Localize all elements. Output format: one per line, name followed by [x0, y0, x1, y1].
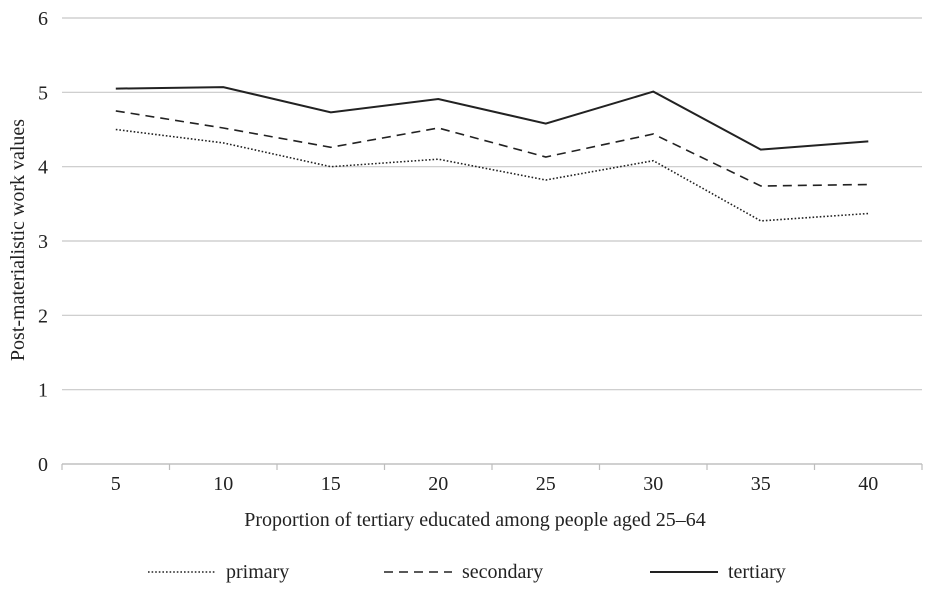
- legend-label-primary: primary: [226, 561, 289, 583]
- x-axis-title: Proportion of tertiary educated among pe…: [244, 509, 706, 531]
- y-tick-label: 0: [38, 454, 48, 476]
- x-tick-label: 35: [751, 473, 771, 495]
- y-tick-label: 3: [38, 231, 48, 253]
- x-tick-label: 5: [111, 473, 121, 495]
- series-line-primary: [115, 128, 869, 222]
- x-tick-label: 30: [643, 473, 663, 495]
- gridlines: [62, 17, 922, 465]
- y-tick-label: 1: [38, 380, 48, 402]
- y-tick-label: 5: [38, 82, 48, 104]
- y-tick-label: 2: [38, 305, 48, 327]
- legend-label-tertiary: tertiary: [728, 561, 786, 583]
- legend-label-secondary: secondary: [462, 561, 543, 583]
- y-tick-label: 4: [38, 157, 48, 179]
- x-tick-label: 25: [536, 473, 556, 495]
- x-tick-label: 15: [321, 473, 341, 495]
- x-axis: 5 10 15 20 25 30 35 40: [61, 463, 923, 495]
- series-lines: [115, 86, 869, 222]
- y-axis: 0 1 2 3 4 5 6: [38, 8, 48, 476]
- x-tick-label: 10: [213, 473, 233, 495]
- y-tick-label: 6: [38, 8, 48, 30]
- series-line-secondary: [115, 110, 869, 187]
- x-tick-label: 20: [428, 473, 448, 495]
- y-axis-title: Post-materialistic work values: [7, 119, 29, 361]
- legend: primary secondary tertiary: [148, 561, 786, 583]
- series-line-tertiary: [115, 86, 869, 151]
- x-tick-label: 40: [858, 473, 878, 495]
